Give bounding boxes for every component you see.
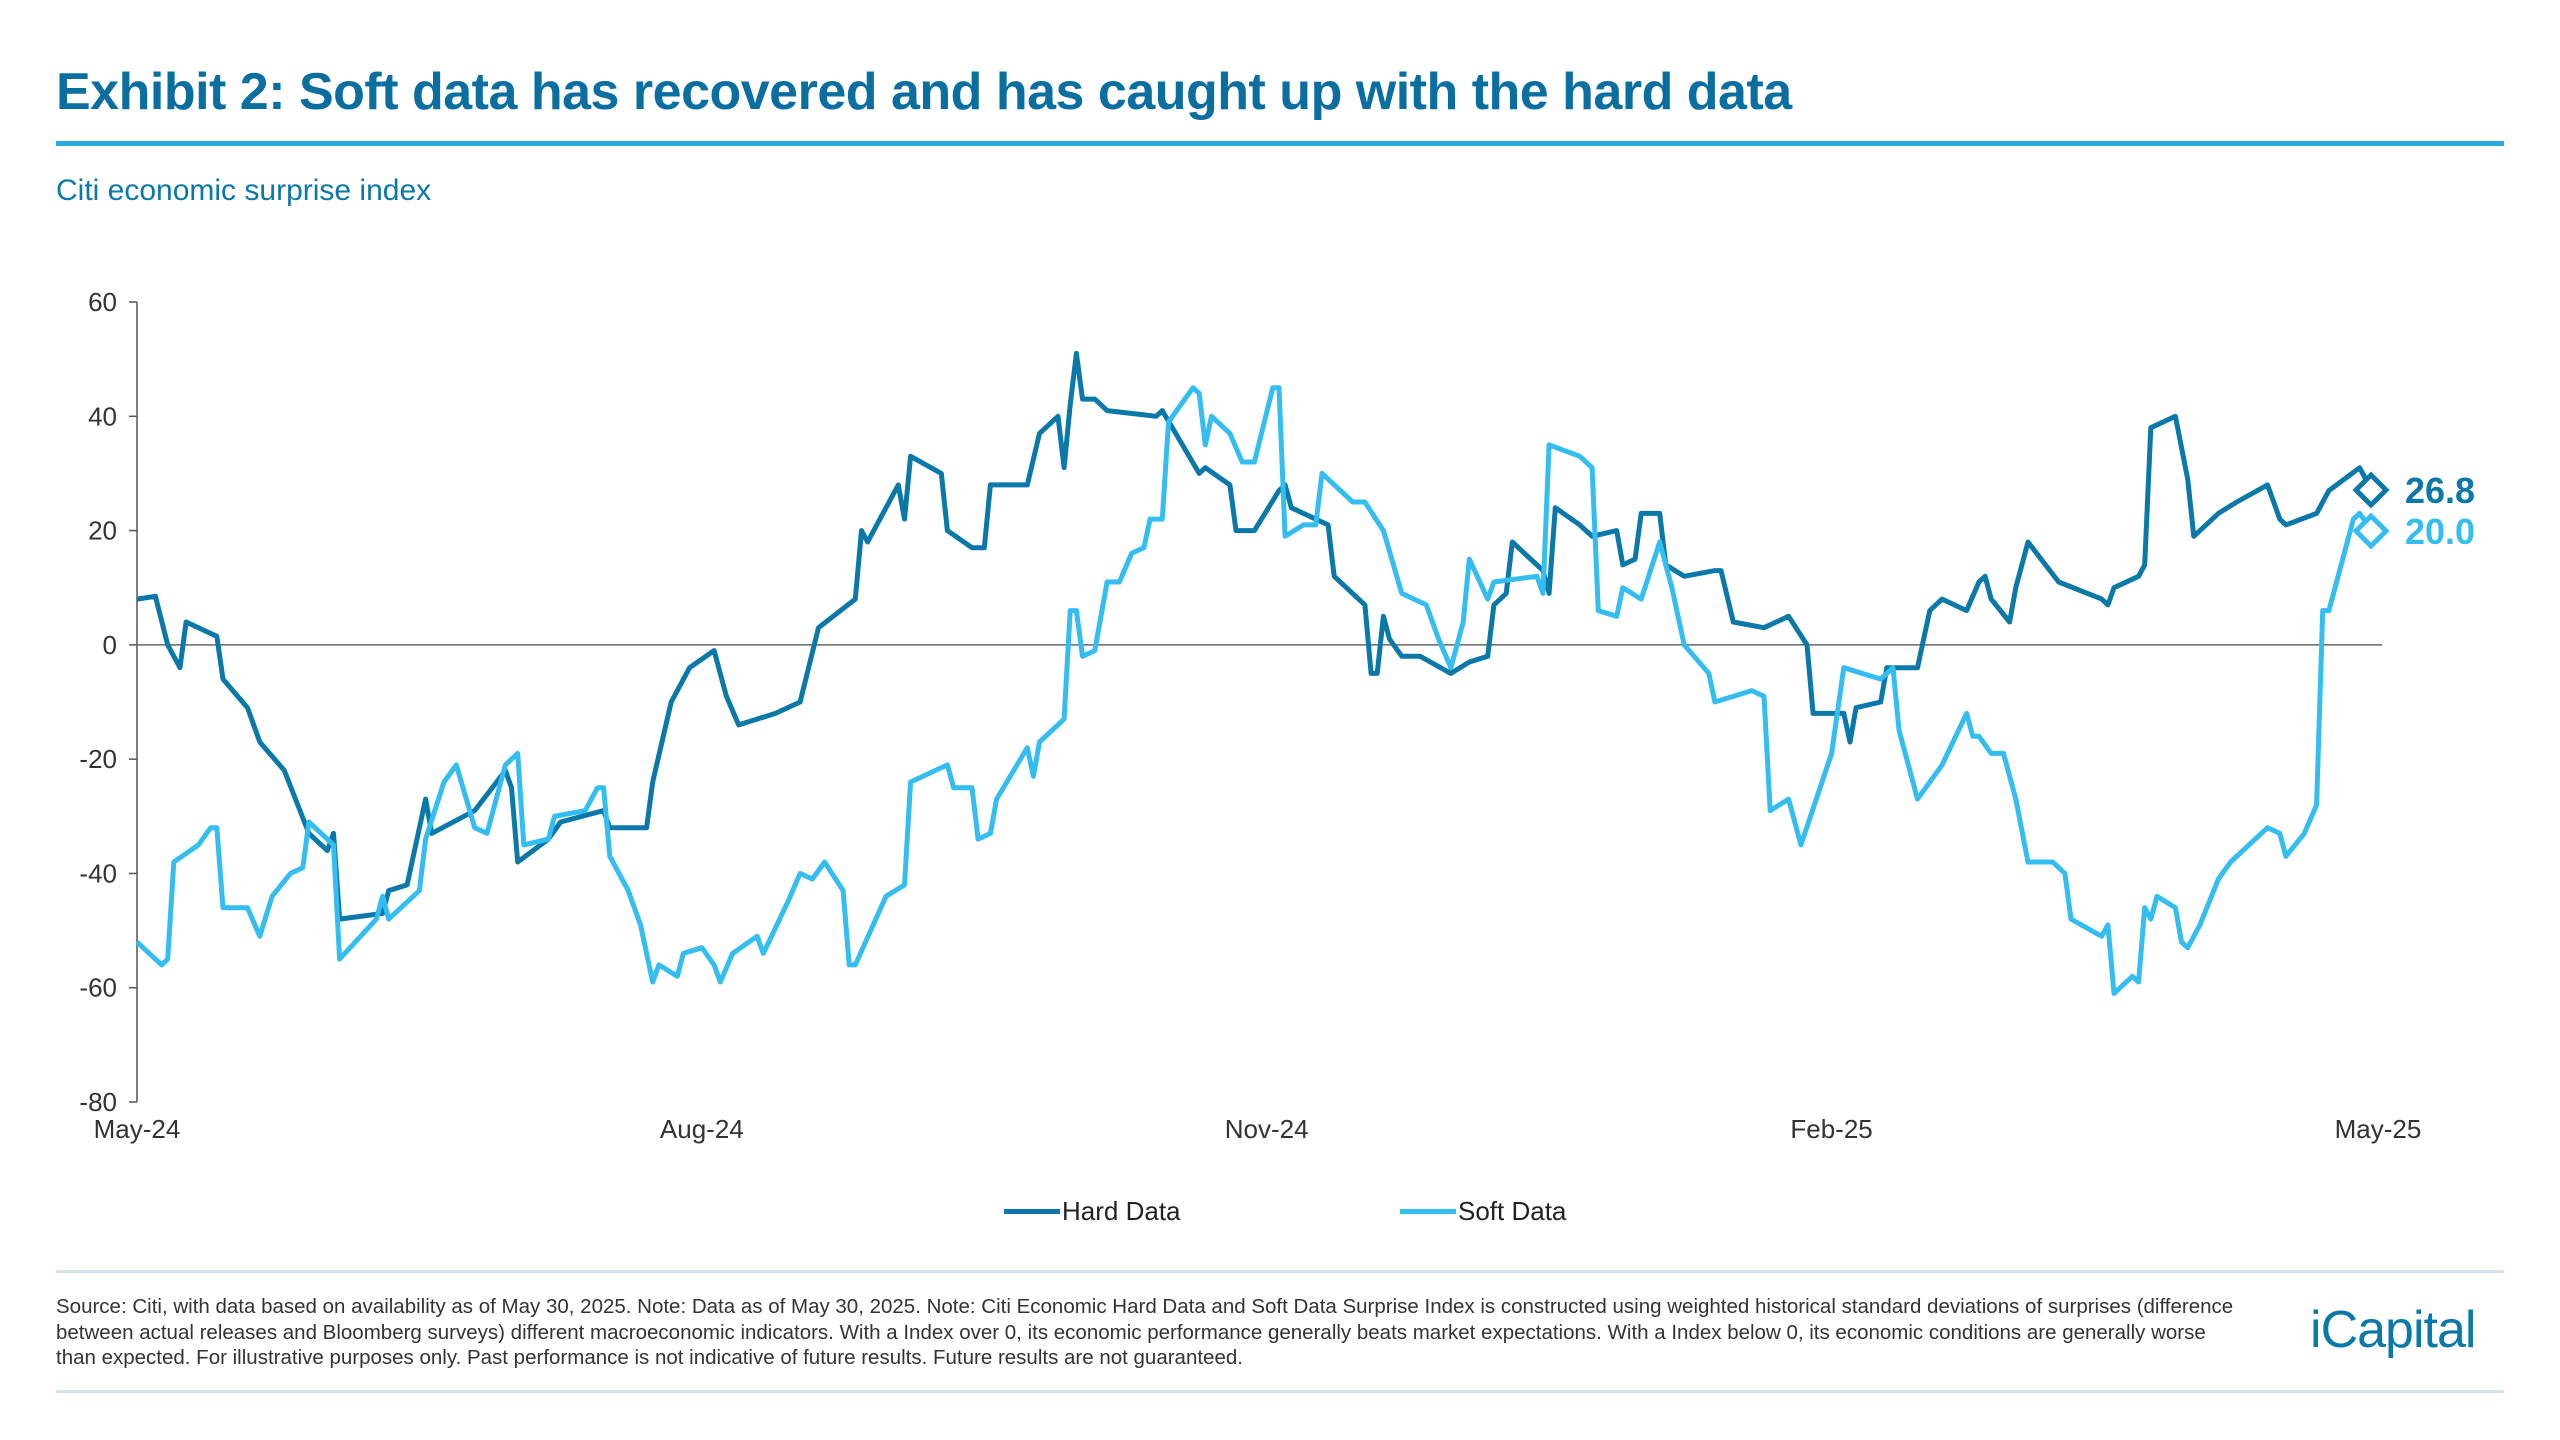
x-tick-label: Feb-25 <box>1790 1114 1872 1144</box>
y-tick-label: -20 <box>79 744 117 774</box>
title-divider <box>56 141 2504 146</box>
y-tick-label: 0 <box>103 630 117 660</box>
x-tick-label: May-24 <box>94 1114 181 1144</box>
legend-swatch-soft <box>1400 1209 1456 1214</box>
icapital-logo: iCapital <box>2310 1301 2476 1359</box>
y-tick-label: -40 <box>79 858 117 888</box>
x-tick-label: Aug-24 <box>660 1114 744 1144</box>
footer-divider-bottom <box>56 1390 2504 1393</box>
footer-divider-top <box>56 1270 2504 1273</box>
legend-swatch-hard <box>1004 1209 1060 1214</box>
series-line-soft-data <box>135 385 2374 996</box>
y-tick-label: 60 <box>88 287 117 317</box>
y-tick-label: 20 <box>88 516 117 546</box>
legend-item-soft: Soft Data <box>1400 1196 1566 1227</box>
legend-label-hard: Hard Data <box>1062 1196 1181 1226</box>
series-line-hard-data <box>136 350 2375 922</box>
x-tick-label: May-25 <box>2335 1114 2422 1144</box>
end-value-label-hard-data: 26.8 <box>2405 470 2475 511</box>
end-marker-diamond-icon <box>2352 471 2390 509</box>
x-tick-label: Nov-24 <box>1225 1114 1309 1144</box>
end-value-label-soft-data: 20.0 <box>2405 511 2475 552</box>
page-title: Exhibit 2: Soft data has recovered and h… <box>56 63 1792 121</box>
y-tick-label: -80 <box>79 1087 117 1117</box>
legend-item-hard: Hard Data <box>1004 1196 1181 1227</box>
chart-subtitle: Citi economic surprise index <box>56 174 432 207</box>
end-marker-diamond-icon <box>2352 512 2390 550</box>
y-tick-label: -60 <box>79 973 117 1003</box>
legend-label-soft: Soft Data <box>1458 1196 1567 1226</box>
source-note: Source: Citi, with data based on availab… <box>56 1295 2234 1369</box>
y-tick-label: 40 <box>88 401 117 431</box>
